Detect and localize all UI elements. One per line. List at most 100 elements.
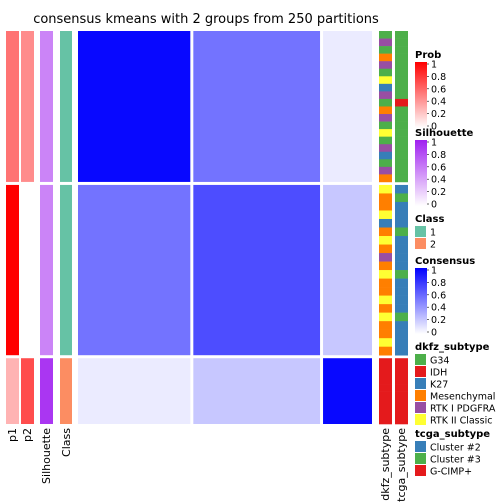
tcga-subtype-segment (395, 397, 408, 405)
tcga-subtype-segment (395, 236, 408, 245)
legend-item-label: K27 (430, 380, 448, 391)
legend: Prob10.80.60.40.20Silhouette10.80.60.40.… (415, 50, 496, 478)
legend-tick-label: 0.6 (431, 162, 446, 173)
tcga-subtype-segment (395, 91, 408, 100)
dkfz-subtype-segment (379, 38, 392, 47)
silhouette-track-segment (40, 358, 53, 424)
column-annotation-label: dkfz_subtype (379, 428, 392, 501)
dkfz-subtype-segment (379, 358, 392, 366)
p1-track-segment (6, 358, 19, 424)
dkfz-subtype-segment (379, 304, 392, 313)
dkfz-subtype-segment (379, 321, 392, 330)
legend-item-label: RTK I PDGFRA (430, 404, 496, 415)
tcga-subtype-segment (395, 184, 408, 194)
consensus-cell (78, 31, 191, 182)
tcga-subtype-segment (395, 53, 408, 62)
dkfz-subtype-segment (379, 114, 392, 122)
legend-title: Consensus (415, 256, 475, 267)
legend-tick-label: 0.8 (431, 150, 446, 161)
consensus-cell (323, 31, 372, 182)
legend-item-label: 1 (430, 228, 436, 239)
tcga-subtype-segment (395, 218, 408, 228)
legend-item-label: 2 (430, 240, 436, 251)
tcga-subtype-segment (395, 144, 408, 153)
dkfz-subtype-segment (379, 371, 392, 379)
tcga-subtype-segment (395, 121, 408, 130)
legend-swatch (415, 402, 426, 413)
dkfz-subtype-segment (379, 329, 392, 339)
dkfz-subtype-segment (379, 46, 392, 54)
tcga-subtype-segment (395, 159, 408, 168)
legend-tick-label: 0.2 (431, 109, 446, 120)
tcga-subtype-segment (395, 83, 408, 92)
tcga-subtype-segment (395, 151, 408, 160)
class-track-segment (60, 184, 72, 356)
legend-tick-label: 1 (431, 60, 437, 71)
dkfz-subtype-segment (379, 364, 392, 372)
dkfz-subtype-segment (379, 53, 392, 62)
legend-tick-label: 0.6 (431, 84, 446, 95)
tcga-subtype-segment (395, 391, 408, 398)
dkfz-subtype-segment (379, 346, 392, 356)
tcga-subtype-segment (395, 321, 408, 330)
legend-title: Prob (415, 50, 441, 61)
column-annotation-tracks (379, 31, 408, 425)
legend-swatch (415, 238, 426, 249)
dkfz-subtype-segment (379, 166, 392, 175)
legend-title: Silhouette (415, 128, 474, 139)
p2-track-segment (21, 358, 34, 424)
dkfz-subtype-segment (379, 201, 392, 211)
legend-tick-label: 0.2 (431, 187, 446, 198)
dkfz-subtype-segment (379, 287, 392, 296)
consensus-cell (323, 184, 372, 356)
dkfz-subtype-segment (379, 278, 392, 288)
legend-swatch (415, 453, 426, 464)
dkfz-subtype-segment (379, 270, 392, 279)
dkfz-subtype-segment (379, 106, 392, 115)
legend-swatch (415, 354, 426, 365)
dkfz-subtype-segment (379, 397, 392, 405)
consensus-cell (323, 358, 372, 424)
dkfz-subtype-segment (379, 391, 392, 398)
class-track-segment (60, 358, 72, 424)
tcga-subtype-segment (395, 364, 408, 372)
dkfz-subtype-segment (379, 377, 392, 385)
legend-tick-label: 0 (431, 200, 437, 211)
dkfz-subtype-segment (379, 338, 392, 347)
row-annotation-label: Silhouette (40, 428, 53, 484)
dkfz-subtype-segment (379, 31, 392, 39)
consensus-cell (78, 184, 191, 356)
tcga-subtype-segment (395, 61, 408, 70)
legend-item-label: Cluster #2 (430, 443, 481, 454)
legend-item-label: Cluster #3 (430, 455, 481, 466)
tcga-subtype-segment (395, 278, 408, 288)
legend-swatch (415, 366, 426, 377)
dkfz-subtype-segment (379, 174, 392, 183)
dkfz-subtype-segment (379, 384, 392, 392)
legend-tick-label: 0 (431, 328, 437, 339)
tcga-subtype-segment (395, 31, 408, 39)
dkfz-subtype-segment (379, 218, 392, 228)
silhouette-track-segment (40, 184, 53, 356)
dkfz-subtype-segment (379, 236, 392, 245)
tcga-subtype-segment (395, 46, 408, 54)
row-annotation-label: Class (60, 428, 73, 457)
dkfz-subtype-segment (379, 193, 392, 203)
tcga-subtype-segment (395, 201, 408, 211)
tcga-subtype-segment (395, 136, 408, 145)
legend-item-label: Mesenchymal (430, 392, 495, 403)
class-track-segment (60, 31, 72, 182)
p2-track-segment (21, 184, 34, 356)
dkfz-subtype-segment (379, 76, 392, 85)
tcga-subtype-segment (395, 193, 408, 203)
legend-tick-label: 0.4 (431, 97, 446, 108)
legend-tick-label: 0.8 (431, 278, 446, 289)
row-annotation-label: p1 (6, 428, 19, 442)
dkfz-subtype-segment (379, 227, 392, 237)
dkfz-subtype-segment (379, 98, 392, 107)
legend-swatch (415, 414, 426, 425)
tcga-subtype-segment (395, 68, 408, 77)
tcga-subtype-segment (395, 270, 408, 279)
dkfz-subtype-segment (379, 404, 392, 412)
